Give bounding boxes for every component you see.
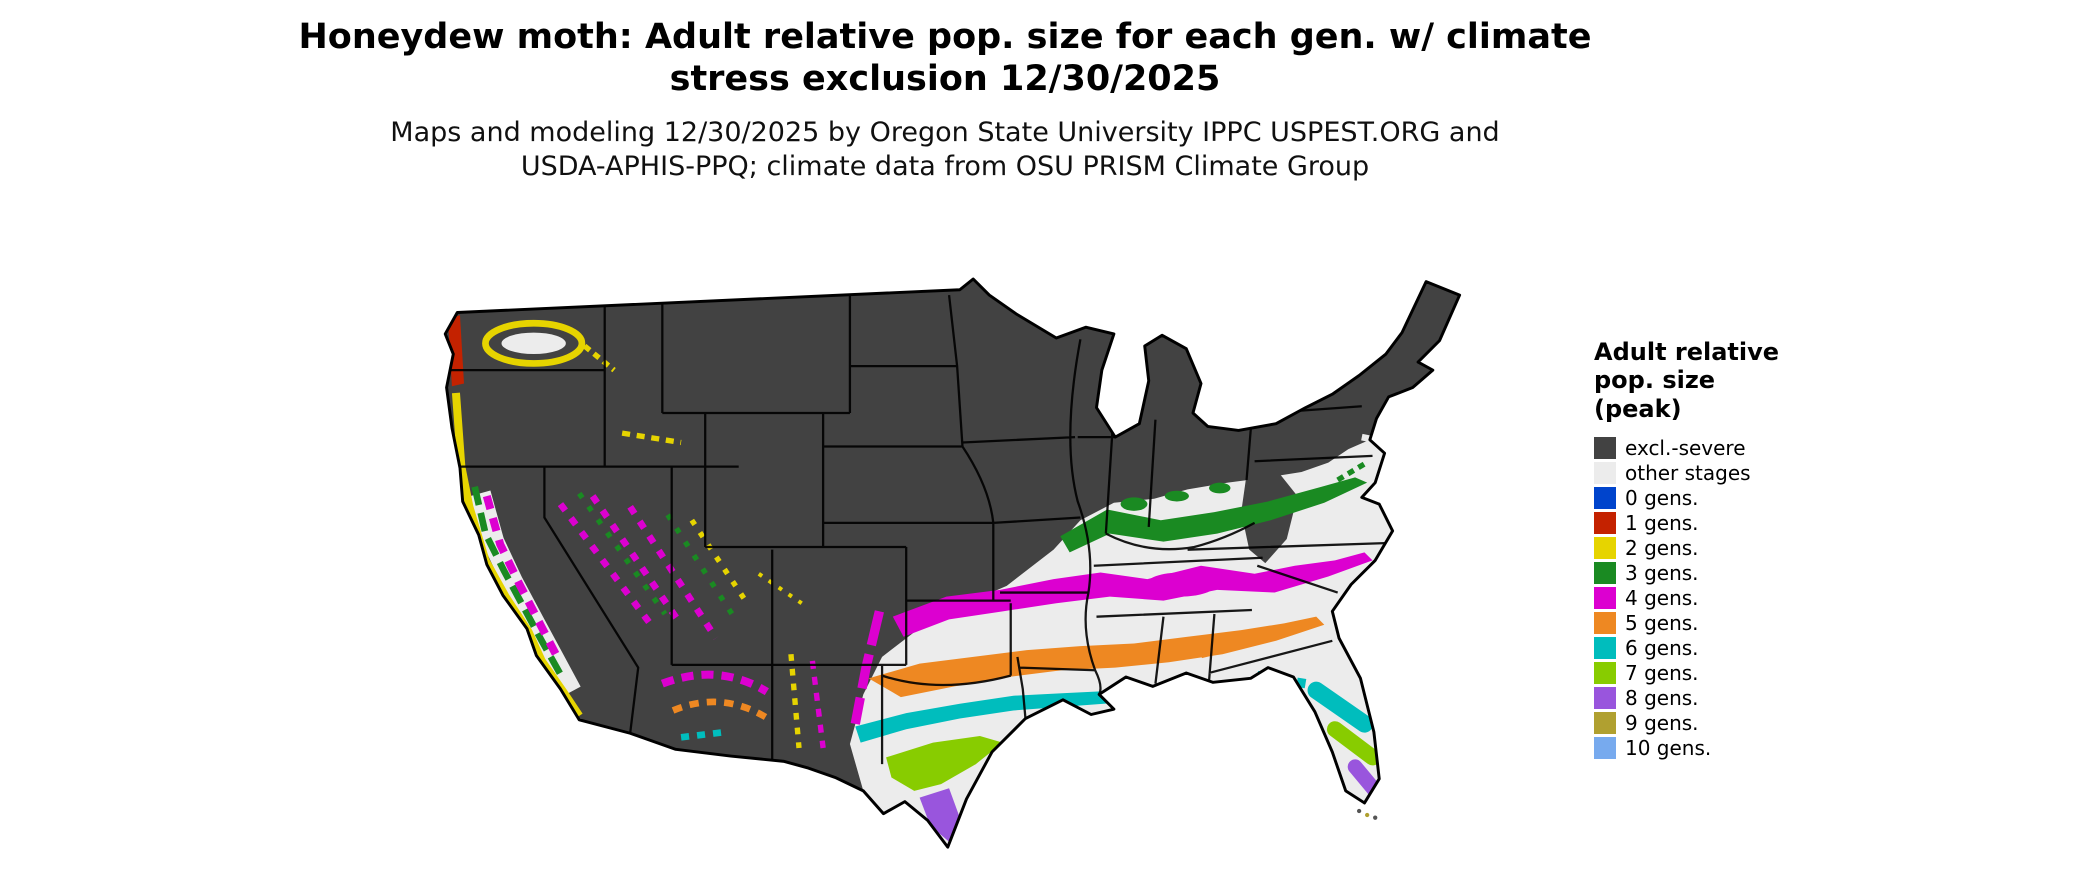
legend-item: 5 gens. xyxy=(1594,611,1844,636)
legend-label: 1 gens. xyxy=(1625,511,1699,536)
map-title-line1: Honeydew moth: Adult relative pop. size … xyxy=(298,17,1592,57)
legend-item: 10 gens. xyxy=(1594,736,1844,761)
legend-swatch xyxy=(1594,637,1616,660)
legend-swatch xyxy=(1594,462,1616,485)
legend-swatch xyxy=(1594,587,1616,610)
legend-title-line2: pop. size xyxy=(1594,366,1716,395)
legend: Adult relative pop. size (peak) excl.-se… xyxy=(1594,338,1844,761)
map-strip-red-washington-coast xyxy=(447,315,464,387)
legend-swatch xyxy=(1594,487,1616,510)
map-streaks-magenta-nevada xyxy=(557,494,719,640)
legend-item: 6 gens. xyxy=(1594,636,1844,661)
map-speck-yellow-idaho xyxy=(582,343,616,373)
legend-swatch xyxy=(1594,562,1616,585)
legend-swatch xyxy=(1594,687,1616,710)
map-band-7gens-texas xyxy=(886,735,1003,791)
legend-item: 1 gens. xyxy=(1594,511,1844,536)
legend-swatch xyxy=(1594,612,1616,635)
map-subtitle-line2: USDA-APHIS-PPQ; climate data from OSU PR… xyxy=(520,150,1370,182)
legend-item: other stages xyxy=(1594,461,1844,486)
legend-item: 0 gens. xyxy=(1594,486,1844,511)
legend-label: excl.-severe xyxy=(1625,436,1746,461)
legend-swatch xyxy=(1594,712,1616,735)
map-band-3gens xyxy=(1060,477,1368,553)
legend-label: other stages xyxy=(1625,461,1751,486)
map-arc-orange-arizona xyxy=(671,698,775,724)
map-speck-yellow-colorado xyxy=(757,572,803,605)
us-outline xyxy=(443,277,1462,849)
legend-label: 5 gens. xyxy=(1625,611,1699,636)
map-title-line2: stress exclusion 12/30/2025 xyxy=(669,59,1221,99)
legend-label: 8 gens. xyxy=(1625,686,1699,711)
map-band-6gens xyxy=(855,685,1167,743)
map-speck-yellow-snake-plain xyxy=(621,430,682,446)
map-blob-magenta-tennessee xyxy=(1146,572,1216,597)
legend-title: Adult relative pop. size (peak) xyxy=(1594,338,1844,423)
map-band-8gens-florida xyxy=(1347,759,1383,799)
legend-item: excl.-severe xyxy=(1594,436,1844,461)
map-speck-yellow-utah xyxy=(689,518,748,603)
map-streaks-green-nevada-utah xyxy=(577,491,735,616)
map-band-4gens xyxy=(892,552,1373,637)
legend-items: excl.-severe other stages 0 gens. 1 gens… xyxy=(1594,436,1844,761)
map-band-8gens-texas xyxy=(919,788,960,842)
map-speck-yellow-cape-cod xyxy=(1387,410,1415,429)
legend-swatch xyxy=(1594,512,1616,535)
map-patch-light-columbia-basin xyxy=(501,332,566,355)
map-title: Honeydew moth: Adult relative pop. size … xyxy=(0,16,1890,100)
map-streak-green-california xyxy=(471,485,564,676)
legend-label: 3 gens. xyxy=(1625,561,1699,586)
legend-swatch xyxy=(1594,537,1616,560)
map-speck-green-3 xyxy=(1209,482,1231,494)
map-streak-magenta-california xyxy=(482,495,561,658)
map-subtitle: Maps and modeling 12/30/2025 by Oregon S… xyxy=(0,116,1890,184)
map-header: Honeydew moth: Adult relative pop. size … xyxy=(0,16,1890,184)
legend-swatch xyxy=(1594,437,1616,460)
state-borders xyxy=(450,292,1389,791)
map-speck-green-coastal xyxy=(1336,461,1366,483)
map-speck-green-1 xyxy=(1120,497,1148,511)
legend-label: 4 gens. xyxy=(1625,586,1699,611)
map-speck-cyan-arizona xyxy=(680,728,728,741)
legend-swatch xyxy=(1594,662,1616,685)
legend-label: 0 gens. xyxy=(1625,486,1699,511)
legend-item: 3 gens. xyxy=(1594,561,1844,586)
legend-label: 9 gens. xyxy=(1625,711,1699,736)
map-streak-yellow-new-mexico xyxy=(788,653,802,749)
legend-label: 6 gens. xyxy=(1625,636,1699,661)
map-band-cyan-florida xyxy=(1307,681,1374,733)
map-subtitle-line1: Maps and modeling 12/30/2025 by Oregon S… xyxy=(390,117,1500,148)
legend-item: 2 gens. xyxy=(1594,536,1844,561)
legend-item: 7 gens. xyxy=(1594,661,1844,686)
map-speck-green-2 xyxy=(1164,490,1189,502)
map-ring-yellow-eastern-washington xyxy=(482,319,586,367)
map-speck-keys-3 xyxy=(1373,815,1378,820)
map-speck-keys-2 xyxy=(1365,812,1370,818)
map-band-5gens xyxy=(868,616,1325,698)
legend-item: 9 gens. xyxy=(1594,711,1844,736)
legend-title-line3: (peak) xyxy=(1594,394,1682,423)
map-streak-magenta-west-texas xyxy=(850,610,884,725)
legend-label: 2 gens. xyxy=(1625,536,1699,561)
legend-swatch xyxy=(1594,737,1616,760)
map-speck-keys-1 xyxy=(1356,808,1362,814)
map-band-7gens-florida xyxy=(1326,721,1381,766)
legend-item: 8 gens. xyxy=(1594,686,1844,711)
legend-title-line1: Adult relative xyxy=(1594,338,1780,366)
legend-label: 10 gens. xyxy=(1625,736,1712,761)
legend-label: 7 gens. xyxy=(1625,661,1699,686)
us-map xyxy=(443,277,1462,849)
legend-item: 4 gens. xyxy=(1594,586,1844,611)
